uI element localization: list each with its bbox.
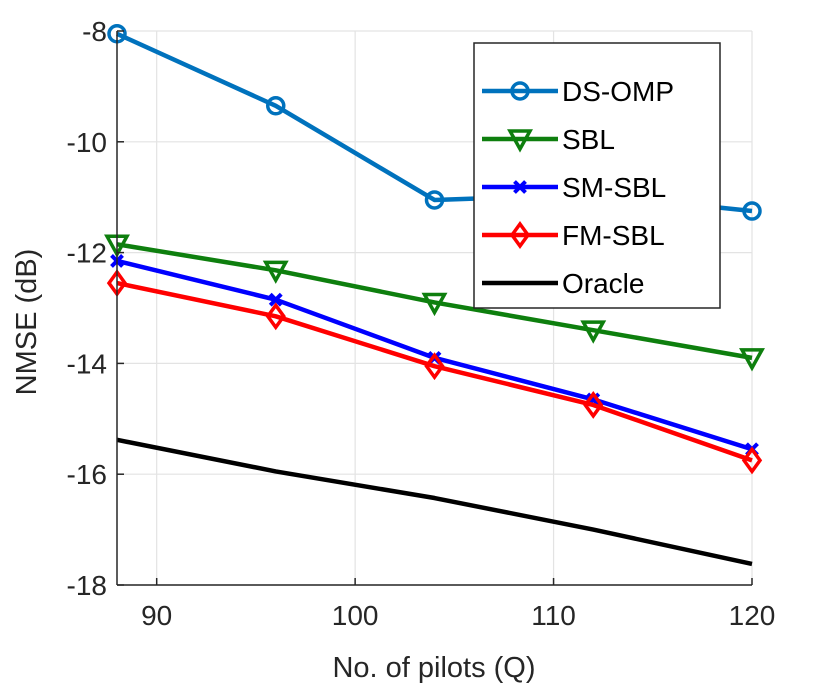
data-point bbox=[580, 320, 607, 344]
y-axis-title: NMSE (dB) bbox=[11, 249, 43, 396]
x-marker-stroke bbox=[268, 292, 283, 307]
data-point bbox=[741, 446, 763, 475]
legend-label: Oracle bbox=[562, 268, 644, 299]
x-tick-label: 120 bbox=[729, 600, 776, 631]
data-point bbox=[742, 201, 762, 221]
series-line bbox=[116, 437, 753, 567]
y-tick-label: -10 bbox=[67, 127, 107, 158]
legend-entry-oracle: Oracle bbox=[482, 268, 644, 299]
data-point bbox=[421, 292, 448, 317]
data-point bbox=[739, 348, 765, 372]
axes bbox=[116, 30, 753, 586]
data-point bbox=[510, 81, 530, 101]
x-tick-label: 100 bbox=[332, 600, 379, 631]
series-line bbox=[116, 280, 753, 463]
x-axis-title: No. of pilots (Q) bbox=[332, 652, 535, 684]
legend: DS-OMP SBL SM-SBL FM-SBL Oracle bbox=[473, 42, 721, 309]
y-tick-label: -14 bbox=[67, 348, 107, 379]
y-tick-label: -16 bbox=[67, 459, 107, 490]
data-point bbox=[424, 190, 445, 210]
series-fm-sbl bbox=[106, 269, 763, 475]
legend-label: SBL bbox=[562, 124, 615, 155]
series-oracle bbox=[116, 437, 753, 567]
y-tick-label: -18 bbox=[67, 570, 107, 601]
data-point bbox=[265, 302, 286, 331]
series-line bbox=[116, 242, 753, 361]
legend-entry-sm-sbl: SM-SBL bbox=[482, 172, 666, 203]
data-point bbox=[509, 221, 531, 249]
x-tick-label: 90 bbox=[141, 600, 172, 631]
data-point bbox=[268, 292, 283, 307]
data-point bbox=[513, 180, 527, 194]
x-tick-label: 110 bbox=[531, 600, 576, 631]
legend-entry-fm-sbl: FM-SBL bbox=[482, 220, 665, 251]
data-point bbox=[507, 129, 533, 153]
series-layer bbox=[104, 24, 765, 567]
data-point bbox=[262, 260, 289, 284]
legend-entry-sbl: SBL bbox=[482, 124, 615, 155]
legend-label: DS-OMP bbox=[562, 76, 674, 107]
series-sbl bbox=[104, 234, 765, 372]
x-marker-stroke bbox=[513, 180, 527, 194]
data-point bbox=[583, 390, 604, 419]
legend-label: FM-SBL bbox=[562, 220, 665, 251]
y-tick-label: -12 bbox=[67, 238, 107, 269]
y-tick-label: -8 bbox=[82, 16, 107, 47]
legend-entry-ds-omp: DS-OMP bbox=[482, 76, 674, 107]
data-point bbox=[424, 352, 445, 381]
data-point bbox=[266, 96, 286, 116]
legend-label: SM-SBL bbox=[562, 172, 666, 203]
tick-labels: 90 100 110 120 -18 -16 -14 -12 -10 -8 bbox=[67, 16, 776, 631]
